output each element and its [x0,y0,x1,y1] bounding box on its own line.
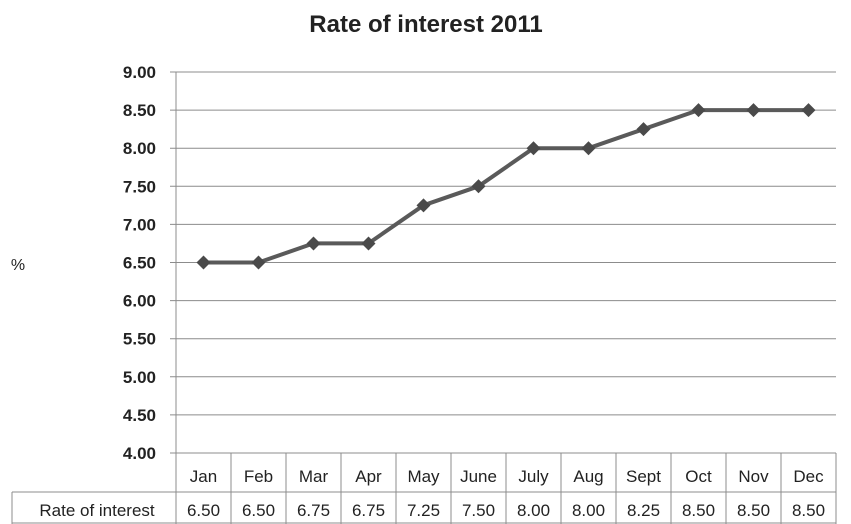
data-label: 6.75 [352,501,385,520]
series-rate-of-interest [196,103,816,270]
data-label: 6.50 [187,501,220,520]
data-label: 7.50 [462,501,495,520]
data-label: 8.00 [572,501,605,520]
grid-lines [170,71,836,454]
x-tick-label: Jan [190,467,217,486]
series-line [201,108,811,265]
x-tick-label: July [518,467,549,486]
x-tick-label: Apr [355,467,382,486]
data-point [471,179,486,194]
data-point [581,141,596,156]
y-tick-label: 7.50 [123,177,156,196]
y-tick-label: 6.50 [123,254,156,273]
y-tick-label: 7.00 [123,215,156,234]
y-tick-label: 4.50 [123,406,156,425]
chart-title: Rate of interest 2011 [309,11,542,38]
y-tick-label: 5.00 [123,368,156,387]
y-tick-label: 6.00 [123,292,156,311]
y-tick-labels: 9.00 8.50 8.00 7.50 7.00 6.50 6.00 5.50 5.00 4.50… [123,63,156,463]
x-tick-label: Sept [626,467,661,486]
data-point [306,236,321,251]
data-label: 8.50 [682,501,715,520]
data-label: 6.50 [242,501,275,520]
data-point [196,255,211,270]
x-tick-label: Mar [299,467,329,486]
table-series-label: Rate of interest [39,501,155,520]
x-tick-label: Aug [573,467,603,486]
data-point [361,236,376,251]
x-tick-label: May [407,467,440,486]
x-tick-label: Oct [685,467,712,486]
x-tick-label: Feb [244,467,273,486]
data-point [691,103,706,118]
data-point [801,103,816,118]
data-table: Jan Feb Mar Apr May June July Aug Sept Oct Nov Dec R… [11,453,837,524]
x-tick-label: June [460,467,497,486]
data-label: 8.50 [792,501,825,520]
data-point [746,103,761,118]
y-axis-label: % [11,257,25,274]
x-tick-label: Nov [738,467,769,486]
data-label: 8.00 [517,501,550,520]
y-tick-label: 8.50 [123,101,156,120]
y-tick-label: 9.00 [123,63,156,82]
data-point [526,141,541,156]
data-point [416,198,431,213]
x-tick-label: Dec [793,467,824,486]
data-label: 7.25 [407,501,440,520]
data-label: 8.25 [627,501,660,520]
data-point [251,255,266,270]
data-label: 8.50 [737,501,770,520]
y-tick-label: 4.00 [123,444,156,463]
data-label: 6.75 [297,501,330,520]
y-tick-label: 5.50 [123,330,156,349]
data-point [636,122,651,137]
y-tick-label: 8.00 [123,139,156,158]
